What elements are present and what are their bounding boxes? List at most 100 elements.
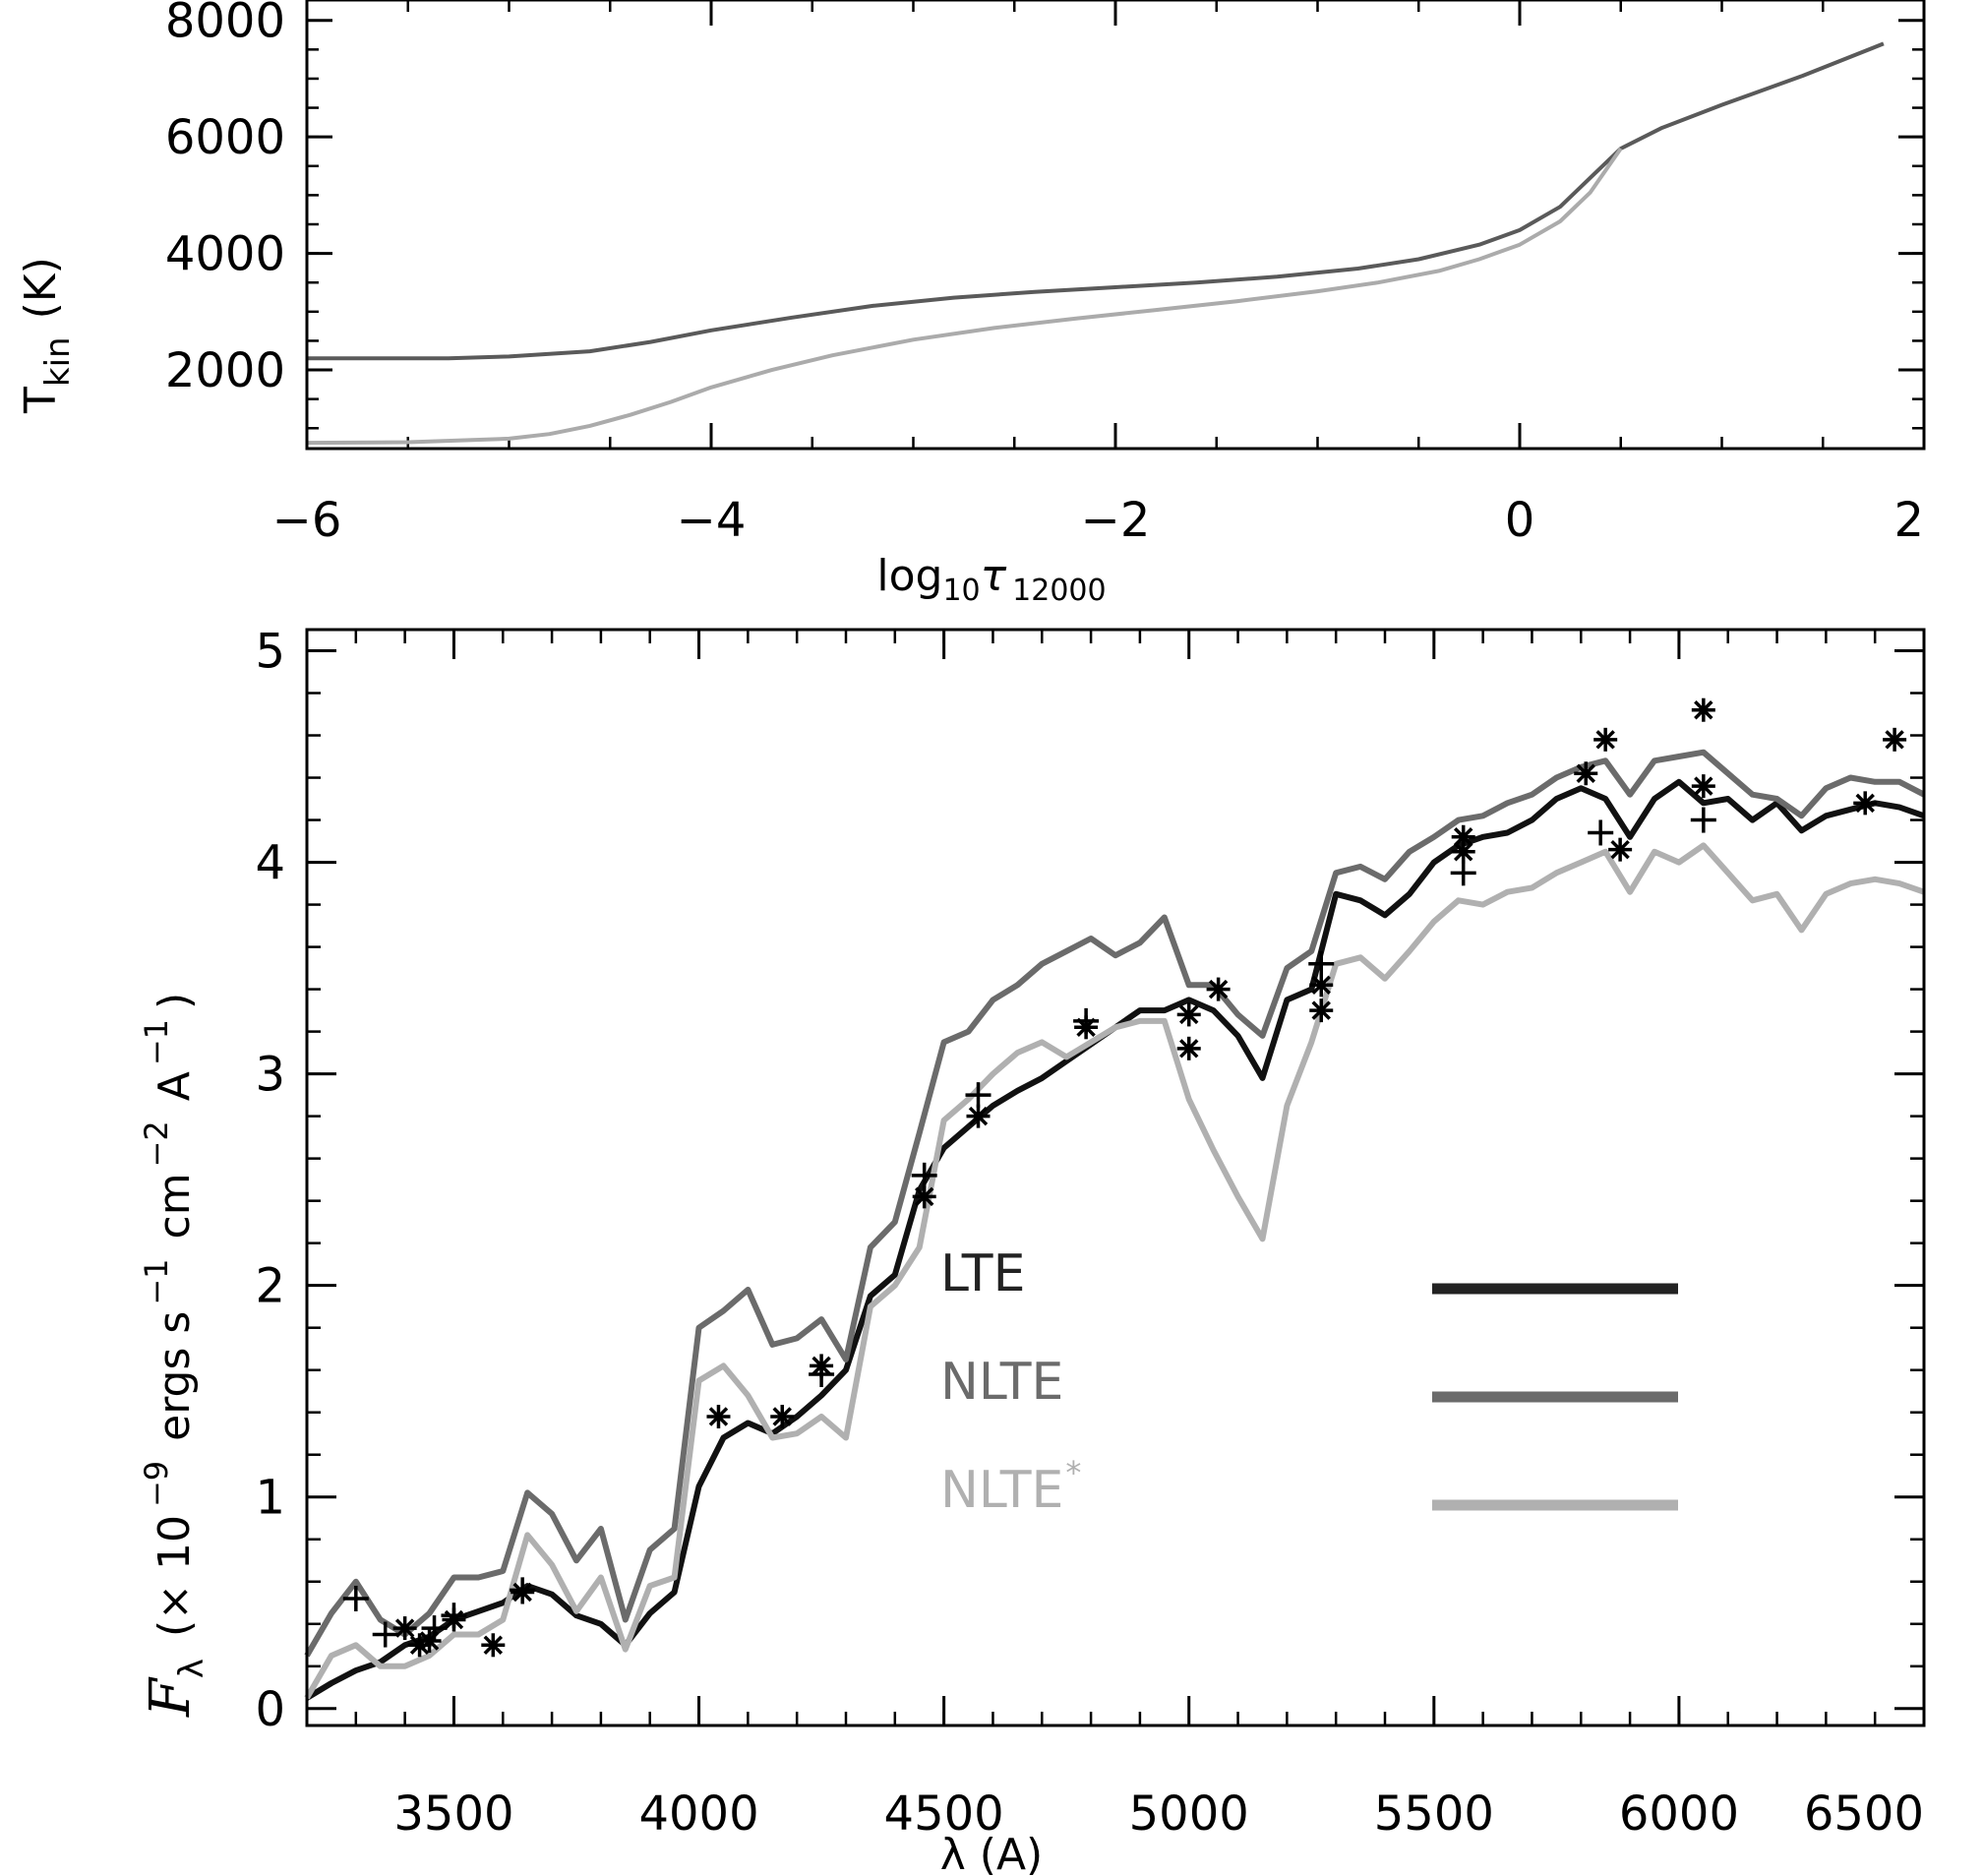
asterisk-stroke xyxy=(1453,827,1473,847)
legend: LTE NLTE NLTE* xyxy=(940,1244,1678,1520)
asterisk-stroke xyxy=(1576,763,1595,783)
bottom-y-tick-label: 0 xyxy=(255,1682,285,1737)
observed-asterisk-marker xyxy=(1206,977,1231,1001)
top-x-tick-label: −6 xyxy=(272,493,342,548)
asterisk-stroke xyxy=(1311,1000,1331,1020)
bottom-y-tick-label: 1 xyxy=(255,1471,285,1526)
observed-plus-marker xyxy=(342,1585,369,1611)
asterisk-stroke xyxy=(772,1407,792,1426)
observed-plus-marker xyxy=(372,1621,398,1648)
bottom-x-tick-label: 6500 xyxy=(1804,1786,1924,1842)
observed-plus-marker xyxy=(1073,1007,1100,1034)
asterisk-stroke xyxy=(1595,730,1615,750)
top-y-tick-label: 4000 xyxy=(165,227,285,282)
top-x-tick-label: −2 xyxy=(1081,493,1151,548)
asterisk-stroke xyxy=(708,1407,729,1426)
asterisk-stroke xyxy=(914,1186,934,1207)
observed-plus-marker xyxy=(1690,807,1716,833)
bottom-y-tick-label: 3 xyxy=(255,1048,285,1103)
observed-asterisk-marker xyxy=(912,1184,936,1209)
observed-asterisk-marker xyxy=(1593,727,1618,752)
asterisk-stroke xyxy=(1311,975,1331,996)
asterisk-stroke xyxy=(1208,979,1229,999)
observed-asterisk-marker xyxy=(1451,839,1475,864)
legend-label-nlte: NLTE xyxy=(940,1353,1063,1412)
top-y-tick-label: 2000 xyxy=(165,343,285,398)
bottom-tick-labels: 3500 4000 4500 5000 5500 6000 6500 0 1 2 3 4 5 xyxy=(255,625,1924,1842)
observed-plus-marker xyxy=(1308,950,1335,977)
bottom-series-line-2 xyxy=(304,749,1926,1658)
observed-asterisk-marker xyxy=(1176,1036,1201,1060)
bottom-ticks xyxy=(305,630,1926,1725)
top-y-tick-label: 8000 xyxy=(165,0,285,49)
top-ticks xyxy=(305,0,1926,449)
top-series xyxy=(306,41,1885,446)
observed-asterisk-marker xyxy=(1451,824,1475,849)
top-y-tick-label: 6000 xyxy=(165,110,285,165)
observed-asterisk-marker xyxy=(1883,727,1907,752)
top-series-line-1 xyxy=(307,41,1885,361)
top-panel: −6 −4 −2 0 2 2000 4000 6000 8000 Tkin(K) log10τ 1… xyxy=(16,0,1926,608)
asterisk-stroke xyxy=(1694,776,1713,796)
observed-asterisk-marker xyxy=(1309,973,1334,998)
bottom-x-tick-label: 6000 xyxy=(1619,1786,1739,1842)
observed-plus-marker xyxy=(911,1162,937,1188)
top-x-tick-label: −4 xyxy=(677,493,747,548)
legend-label-lte: LTE xyxy=(940,1244,1025,1303)
top-plot-frame xyxy=(305,0,1926,451)
asterisk-stroke xyxy=(1179,1039,1199,1059)
asterisk-stroke xyxy=(1179,1004,1199,1025)
observed-plus-marker xyxy=(809,1362,835,1388)
asterisk-stroke xyxy=(394,1618,415,1638)
observed-asterisk-marker xyxy=(1309,999,1334,1023)
observed-asterisk-marker xyxy=(706,1405,731,1429)
top-y-axis-label: Tkin(K) xyxy=(16,257,78,414)
bottom-x-tick-label: 5000 xyxy=(1129,1786,1249,1842)
asterisk-stroke xyxy=(1453,842,1473,862)
observed-asterisk-marker xyxy=(1853,791,1878,816)
asterisk-stroke xyxy=(1694,699,1713,720)
bottom-y-tick-label: 4 xyxy=(255,836,285,891)
observed-asterisk-marker xyxy=(1608,837,1633,862)
bottom-y-tick-label: 5 xyxy=(255,625,285,680)
bottom-series xyxy=(304,749,1926,1701)
observed-asterisk-marker xyxy=(1691,774,1715,799)
observed-asterisk-marker xyxy=(417,1628,442,1653)
observed-asterisk-marker xyxy=(1691,697,1715,722)
asterisk-stroke xyxy=(968,1106,989,1126)
observed-asterisk-marker xyxy=(392,1616,417,1641)
asterisk-stroke xyxy=(1610,839,1630,860)
bottom-panel: 3500 4000 4500 5000 5500 6000 6500 0 1 2 3 4 5 Fλ(× … xyxy=(138,625,1926,1876)
asterisk-stroke xyxy=(1855,793,1875,814)
top-x-tick-label: 2 xyxy=(1893,493,1924,548)
observed-asterisk-marker xyxy=(1574,761,1598,786)
observed-asterisk-marker xyxy=(481,1633,506,1658)
observed-asterisk-marker xyxy=(770,1405,795,1429)
observed-plus-marker xyxy=(441,1603,467,1629)
bottom-plot-frame xyxy=(305,628,1926,1727)
bottom-x-tick-label: 5500 xyxy=(1374,1786,1494,1842)
observed-plus-marker xyxy=(421,1615,448,1642)
bottom-x-tick-label: 4000 xyxy=(638,1786,758,1842)
observed-plus-marker xyxy=(1588,819,1614,846)
top-x-tick-label: 0 xyxy=(1505,493,1535,548)
asterisk-stroke xyxy=(483,1635,504,1656)
bottom-x-tick-label: 3500 xyxy=(393,1786,513,1842)
asterisk-stroke xyxy=(1885,730,1904,750)
observed-plus-marker xyxy=(510,1577,536,1604)
bottom-series-line-3 xyxy=(304,842,1925,1700)
top-tick-labels: −6 −4 −2 0 2 2000 4000 6000 8000 xyxy=(165,0,1924,548)
observed-plus-marker xyxy=(1450,860,1476,886)
bottom-y-tick-label: 2 xyxy=(255,1259,285,1314)
observed-plus-marker xyxy=(965,1082,992,1109)
top-x-axis-label: log10τ 12000 xyxy=(876,551,1106,608)
bottom-observed-markers xyxy=(342,697,1907,1658)
top-series-line-2 xyxy=(306,147,1623,446)
bottom-y-axis-label: Fλ(× 10−9ergs s−1cm−2A−1) xyxy=(138,993,211,1718)
observed-asterisk-marker xyxy=(966,1104,991,1128)
legend-label-nlte-star: NLTE* xyxy=(940,1454,1081,1520)
observed-asterisk-marker xyxy=(1176,1002,1201,1027)
bottom-x-tick-label: 4500 xyxy=(884,1786,1004,1842)
bottom-x-axis-label: λ (A) xyxy=(940,1830,1043,1876)
